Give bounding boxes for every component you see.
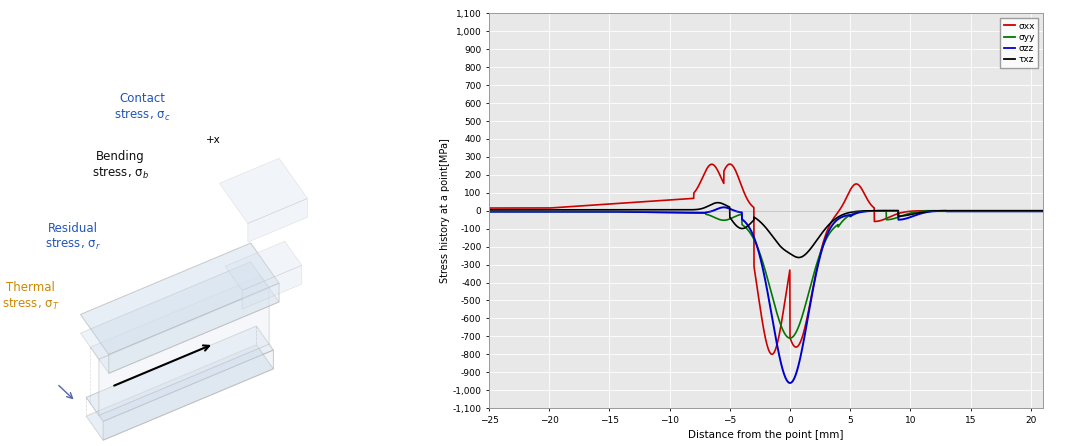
σzz: [1036, 209, 1049, 214]
σxx: [1036, 208, 1049, 214]
σyy: [784, 335, 797, 341]
Polygon shape: [248, 198, 307, 242]
σxx: [723, 161, 736, 167]
σzz: [784, 380, 797, 386]
Polygon shape: [86, 326, 273, 421]
Text: +x: +x: [205, 135, 220, 145]
Y-axis label: Stress history at a point[MPa]: Stress history at a point[MPa]: [440, 138, 449, 283]
τxz: [1036, 208, 1049, 214]
Line: σyy: σyy: [489, 211, 1043, 338]
Line: τxz: τxz: [489, 202, 1043, 257]
σzz: [717, 205, 730, 210]
Line: σxx: σxx: [489, 164, 1043, 354]
σxx: [546, 205, 559, 211]
σxx: [1026, 208, 1038, 214]
X-axis label: Distance from the point [mm]: Distance from the point [mm]: [688, 430, 844, 440]
σzz: [1026, 209, 1038, 214]
Legend: σxx, σyy, σzz, τxz: σxx, σyy, σzz, τxz: [1000, 18, 1038, 68]
σyy: [483, 209, 496, 215]
σyy: [879, 208, 892, 214]
τxz: [1026, 208, 1038, 214]
Polygon shape: [219, 158, 307, 223]
σyy: [694, 211, 707, 216]
σzz: [966, 209, 979, 214]
σzz: [694, 210, 707, 215]
Text: Residual
stress, σ$_r$: Residual stress, σ$_r$: [45, 222, 101, 252]
Polygon shape: [109, 283, 280, 373]
σzz: [546, 209, 559, 215]
Polygon shape: [225, 241, 302, 290]
σxx: [966, 208, 979, 214]
Text: Bending
stress, σ$_b$: Bending stress, σ$_b$: [92, 150, 149, 181]
σxx: [694, 178, 707, 183]
Text: Contact
stress, σ$_c$: Contact stress, σ$_c$: [114, 92, 170, 123]
σyy: [1026, 209, 1038, 214]
τxz: [792, 255, 805, 260]
σyy: [1036, 209, 1049, 214]
σyy: [719, 218, 732, 223]
Polygon shape: [81, 262, 280, 373]
σxx: [765, 351, 778, 357]
σxx: [578, 203, 591, 208]
Polygon shape: [81, 243, 280, 355]
σxx: [719, 165, 732, 171]
Polygon shape: [90, 276, 269, 359]
Text: Thermal
stress, σ$_T$: Thermal stress, σ$_T$: [2, 281, 59, 312]
σyy: [966, 209, 979, 214]
τxz: [483, 207, 496, 212]
τxz: [719, 202, 732, 208]
Line: σzz: σzz: [489, 207, 1043, 383]
τxz: [966, 208, 979, 214]
τxz: [578, 207, 591, 212]
σxx: [483, 205, 496, 211]
τxz: [546, 207, 559, 212]
σzz: [578, 209, 591, 215]
τxz: [694, 206, 707, 211]
Polygon shape: [103, 350, 273, 440]
Polygon shape: [86, 345, 273, 440]
τxz: [712, 200, 725, 205]
σyy: [546, 209, 559, 215]
Polygon shape: [99, 288, 269, 416]
σzz: [483, 209, 496, 215]
σyy: [578, 209, 591, 215]
Polygon shape: [242, 265, 302, 309]
σzz: [719, 205, 732, 210]
